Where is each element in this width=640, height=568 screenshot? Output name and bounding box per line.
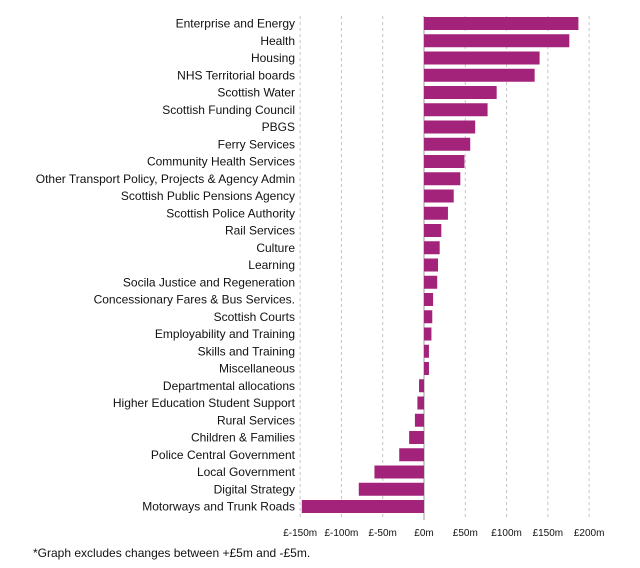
- bar: [424, 344, 429, 358]
- bar: [424, 34, 570, 48]
- bar: [424, 172, 461, 186]
- category-label: Enterprise and Energy: [176, 17, 295, 31]
- footnote: *Graph excludes changes between +£5m and…: [33, 546, 311, 560]
- category-label: Local Government: [197, 465, 296, 479]
- category-label: Health: [260, 34, 295, 48]
- category-label: Learning: [248, 258, 295, 272]
- bar: [424, 51, 540, 65]
- category-label: Employability and Training: [155, 327, 295, 341]
- bar: [301, 500, 424, 513]
- bar: [414, 413, 424, 427]
- x-tick-label: £200m: [574, 528, 605, 539]
- category-label: Scottish Police Authority: [166, 206, 295, 220]
- bar: [424, 293, 434, 306]
- x-tick-label: £-100m: [324, 528, 358, 539]
- bar: [424, 206, 448, 220]
- x-tick-label: £50m: [453, 528, 478, 539]
- category-label: Rail Services: [225, 224, 295, 238]
- bar: [424, 86, 497, 99]
- x-axis-ticks: £-150m £-100m £-50m £0m £50m £100m £150m £200m: [283, 528, 604, 539]
- category-label: PBGS: [262, 120, 295, 134]
- bar: [374, 465, 424, 479]
- bar: [424, 310, 433, 324]
- category-label: Housing: [251, 51, 295, 65]
- bar: [424, 241, 440, 255]
- category-label: Motorways and Trunk Roads: [142, 500, 295, 514]
- category-label: Community Health Services: [147, 155, 295, 169]
- bar: [424, 362, 429, 375]
- category-label: Skills and Training: [198, 344, 295, 358]
- bar: [424, 137, 471, 151]
- x-tick-label: £100m: [491, 528, 522, 539]
- bars: [301, 17, 579, 513]
- category-label: Concessionary Fares & Bus Services.: [94, 293, 295, 307]
- category-label: Other Transport Policy, Projects & Agenc…: [36, 172, 295, 186]
- bar: [424, 17, 579, 30]
- bar: [424, 224, 442, 237]
- bar: [424, 275, 438, 289]
- bar: [424, 103, 488, 117]
- grid-lines: [299, 16, 590, 520]
- x-tick-label: £-50m: [369, 528, 397, 539]
- category-label: NHS Territorial boards: [177, 68, 295, 82]
- category-label: Ferry Services: [218, 137, 295, 151]
- x-tick-label: £150m: [533, 528, 564, 539]
- bar: [399, 448, 424, 462]
- category-label: Digital Strategy: [214, 482, 295, 496]
- category-label: Scottish Funding Council: [162, 103, 295, 117]
- bar: [424, 155, 465, 168]
- bar: [358, 482, 424, 496]
- category-label: Miscellaneous: [219, 362, 295, 376]
- bar: [417, 396, 424, 410]
- bar: [424, 68, 535, 82]
- bar: [424, 258, 439, 272]
- category-label: Scottish Courts: [214, 310, 295, 324]
- category-label: Scottish Public Pensions Agency: [121, 189, 295, 203]
- bar: [419, 379, 424, 393]
- category-labels: Enterprise and Energy Health Housing NHS Te…: [36, 17, 296, 514]
- bar: [424, 120, 476, 134]
- category-label: Police Central Government: [151, 448, 296, 462]
- bar: [424, 189, 454, 203]
- x-tick-label: £-150m: [283, 528, 317, 539]
- x-tick-label: £0m: [414, 528, 433, 539]
- bar: [409, 431, 424, 444]
- category-label: Culture: [256, 241, 295, 255]
- category-label: Departmental allocations: [163, 379, 295, 393]
- category-label: Scottish Water: [217, 86, 295, 100]
- category-label: Socila Justice and Regeneration: [123, 275, 295, 289]
- category-label: Children & Families: [191, 431, 295, 445]
- bar: [424, 327, 432, 341]
- category-label: Rural Services: [217, 413, 295, 427]
- category-label: Higher Education Student Support: [113, 396, 296, 410]
